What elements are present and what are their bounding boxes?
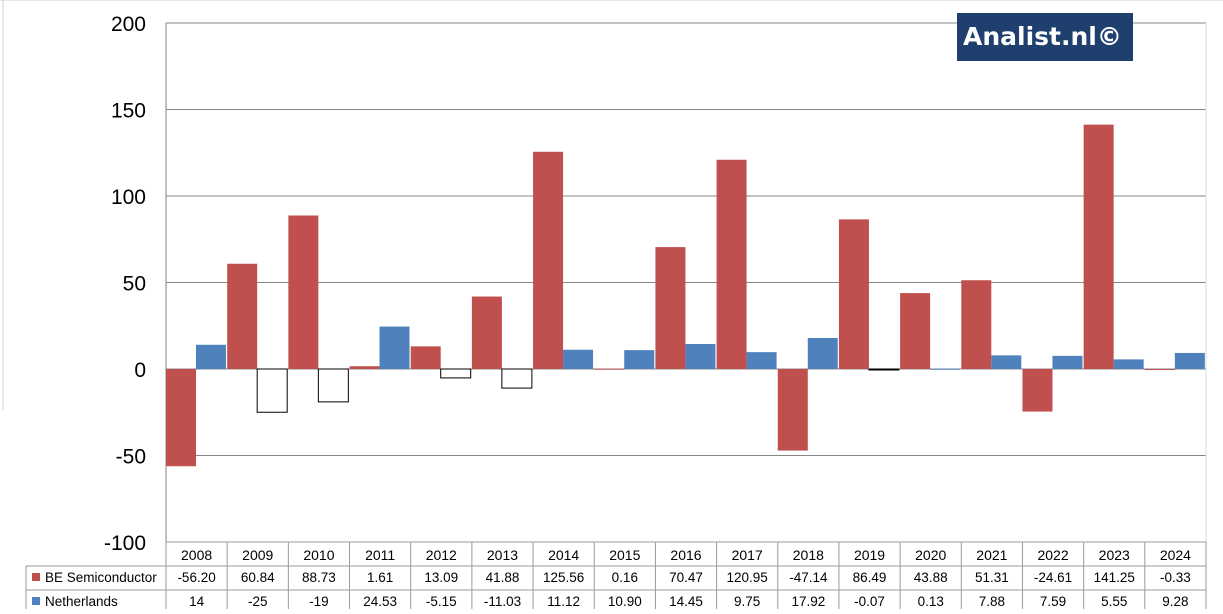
bar-netherlands bbox=[196, 344, 226, 369]
legend-swatch-netherlands bbox=[32, 597, 40, 605]
watermark-logo: Analist.nl© bbox=[957, 13, 1133, 61]
table-value: 14.45 bbox=[669, 594, 703, 609]
bar-be-semiconductor bbox=[1083, 124, 1114, 369]
bar-netherlands bbox=[1174, 352, 1205, 369]
x-tick-label: 2016 bbox=[670, 547, 701, 563]
x-tick-label: 2009 bbox=[242, 547, 273, 563]
table-value: 88.73 bbox=[302, 570, 336, 585]
table-value: 43.88 bbox=[914, 570, 948, 585]
bar-be-semiconductor bbox=[838, 219, 869, 369]
legend-swatch-be-semiconductor bbox=[32, 573, 40, 581]
bar-be-semiconductor bbox=[900, 293, 931, 369]
bar-netherlands bbox=[868, 368, 900, 371]
legend-label-netherlands: Netherlands bbox=[45, 594, 118, 609]
table-value: 11.12 bbox=[547, 594, 580, 609]
bar-be-semiconductor bbox=[1022, 369, 1053, 412]
table-value: 17.92 bbox=[791, 594, 825, 609]
table-value: 9.28 bbox=[1162, 594, 1188, 609]
table-value: -11.03 bbox=[484, 594, 521, 609]
bar-netherlands bbox=[440, 368, 472, 379]
bar-be-semiconductor bbox=[471, 296, 502, 369]
x-tick-label: 2013 bbox=[487, 547, 518, 563]
x-tick-label: 2024 bbox=[1160, 547, 1191, 563]
x-tick-label: 2010 bbox=[303, 547, 334, 563]
y-tick-label: 200 bbox=[111, 13, 146, 36]
bar-netherlands bbox=[1113, 359, 1144, 369]
bar-be-semiconductor bbox=[655, 247, 686, 369]
x-tick-label: 2020 bbox=[915, 547, 946, 563]
y-tick-label: 100 bbox=[111, 186, 146, 209]
table-value: 0.16 bbox=[612, 570, 638, 585]
table-value: 13.09 bbox=[424, 570, 458, 585]
bar-be-semiconductor bbox=[716, 159, 747, 369]
x-tick-label: 2017 bbox=[732, 547, 763, 563]
bar-netherlands bbox=[746, 352, 777, 369]
bar-netherlands bbox=[685, 344, 716, 369]
bar-be-semiconductor bbox=[594, 368, 625, 370]
y-tick-label: 0 bbox=[134, 359, 146, 382]
table-value: 1.61 bbox=[367, 570, 393, 585]
x-tick-label: 2011 bbox=[365, 547, 395, 563]
table-value: -0.33 bbox=[1160, 570, 1191, 585]
bar-be-semiconductor bbox=[349, 366, 380, 369]
bar-be-semiconductor bbox=[288, 215, 319, 369]
y-tick-label: 50 bbox=[123, 273, 146, 296]
x-tick-label: 2022 bbox=[1037, 547, 1068, 563]
bar-netherlands bbox=[379, 326, 410, 369]
table-value: 14 bbox=[189, 594, 205, 609]
x-tick-label: 2018 bbox=[793, 547, 824, 563]
table-value: 70.47 bbox=[669, 570, 703, 585]
bar-be-semiconductor bbox=[166, 369, 196, 467]
table-value: 120.95 bbox=[727, 570, 768, 585]
table-value: -24.61 bbox=[1034, 570, 1072, 585]
table-value: -19 bbox=[309, 594, 329, 609]
bar-netherlands bbox=[624, 350, 655, 369]
table-value: 9.75 bbox=[734, 594, 760, 609]
x-tick-label: 2014 bbox=[548, 547, 579, 563]
y-tick-label: 150 bbox=[111, 100, 146, 123]
x-tick-label: 2012 bbox=[426, 547, 457, 563]
x-tick-label: 2019 bbox=[854, 547, 885, 563]
table-value: 51.31 bbox=[975, 570, 1009, 585]
bar-netherlands bbox=[991, 355, 1022, 369]
bar-netherlands bbox=[256, 368, 288, 413]
table-value: -0.07 bbox=[854, 594, 885, 609]
bar-netherlands bbox=[1052, 355, 1083, 369]
bar-netherlands bbox=[317, 368, 349, 403]
bar-be-semiconductor bbox=[410, 346, 441, 369]
bar-be-semiconductor bbox=[533, 151, 564, 369]
table-value: -56.20 bbox=[177, 570, 215, 585]
bar-netherlands bbox=[807, 337, 838, 369]
bar-be-semiconductor bbox=[1144, 369, 1175, 370]
x-tick-label: 2015 bbox=[609, 547, 640, 563]
bar-be-semiconductor bbox=[961, 280, 992, 369]
x-tick-label: 2008 bbox=[181, 547, 212, 563]
bar-be-semiconductor bbox=[777, 369, 808, 451]
table-value: 5.55 bbox=[1101, 594, 1127, 609]
table-value: -5.15 bbox=[426, 594, 457, 609]
table-value: -47.14 bbox=[789, 570, 828, 585]
table-value: 0.13 bbox=[918, 594, 944, 609]
table-value: 86.49 bbox=[853, 570, 887, 585]
x-tick-label: 2023 bbox=[1099, 547, 1130, 563]
legend-label-be-semiconductor: BE Semiconductor bbox=[45, 570, 157, 585]
table-value: 7.88 bbox=[979, 594, 1005, 609]
table-value: 125.56 bbox=[543, 570, 584, 585]
y-tick-label: -100 bbox=[104, 532, 146, 555]
bar-netherlands bbox=[501, 368, 533, 389]
y-tick-label: -50 bbox=[116, 446, 146, 469]
table-value: 10.90 bbox=[608, 594, 642, 609]
table-value: 41.88 bbox=[486, 570, 520, 585]
table-value: 60.84 bbox=[241, 570, 275, 585]
bar-netherlands bbox=[563, 349, 594, 369]
x-tick-label: 2021 bbox=[976, 547, 1007, 563]
bar-netherlands bbox=[930, 368, 961, 370]
table-value: 7.59 bbox=[1040, 594, 1066, 609]
table-value: -25 bbox=[248, 594, 268, 609]
table-value: 141.25 bbox=[1094, 570, 1135, 585]
bar-be-semiconductor bbox=[227, 263, 258, 369]
table-value: 24.53 bbox=[363, 594, 397, 609]
